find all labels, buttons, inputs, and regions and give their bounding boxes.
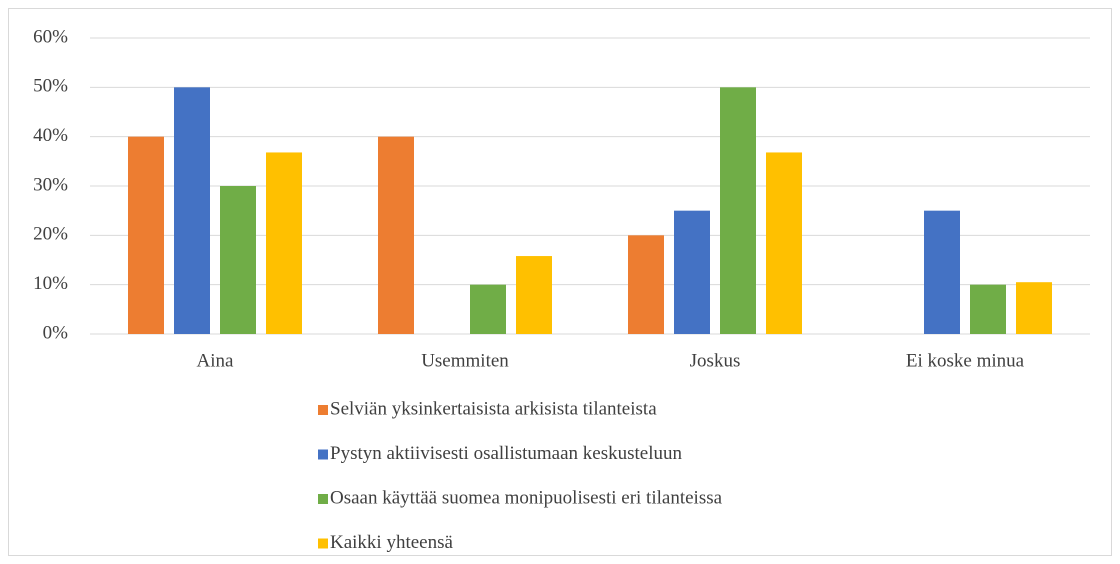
x-tick-label: Aina [197,350,235,371]
legend-swatch [318,449,328,460]
x-tick-label: Ei koske minua [906,350,1025,371]
bar [266,152,302,334]
legend-swatch [318,405,328,415]
legend-swatch [318,494,328,504]
y-tick-label: 20% [33,224,68,245]
x-tick-label: Joskus [690,350,741,371]
bar [766,152,802,334]
bar [970,284,1006,334]
legend-swatch [318,538,328,549]
y-tick-label: 10% [33,273,68,294]
bar [174,87,210,334]
legend-label: Kaikki yhteensä [330,532,454,553]
bar [628,235,664,334]
bar [924,210,960,334]
y-tick-label: 30% [33,174,68,195]
bar [674,210,710,334]
y-tick-label: 40% [33,125,68,146]
y-tick-label: 60% [33,26,68,47]
legend-label: Osaan käyttää suomea monipuolisesti eri … [330,487,723,508]
bar [128,136,164,334]
bar [220,186,256,334]
y-tick-label: 50% [33,76,68,97]
legend-label: Selviän yksinkertaisista arkisista tilan… [330,398,657,419]
bar [516,256,552,334]
bar [378,136,414,334]
bar [470,284,506,334]
bar [720,87,756,334]
y-tick-label: 0% [43,322,69,343]
x-tick-label: Usemmiten [421,350,509,371]
legend-label: Pystyn aktiivisesti osallistumaan keskus… [330,443,683,464]
bar [1016,282,1052,334]
